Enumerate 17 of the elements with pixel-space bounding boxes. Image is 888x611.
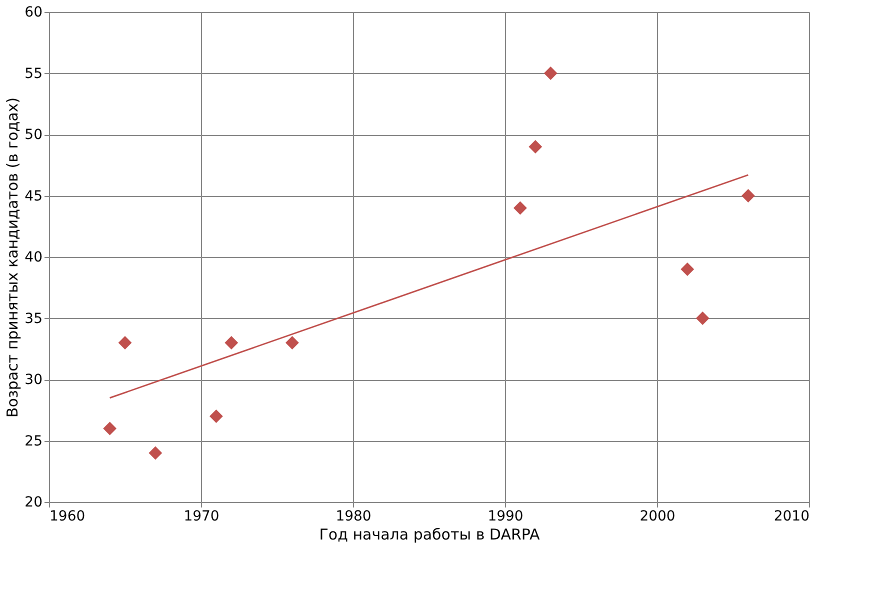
y-tick-label: 60 — [24, 4, 42, 20]
x-tick-label: 2000 — [640, 508, 676, 524]
x-tick-label: 1980 — [336, 508, 372, 524]
y-tick-label: 30 — [24, 372, 42, 388]
y-tick-label: 40 — [24, 250, 42, 266]
y-tick-label: 55 — [24, 66, 42, 82]
y-tick-label: 45 — [24, 188, 42, 204]
x-tick-label: 1990 — [488, 508, 524, 524]
y-tick-label: 50 — [24, 127, 42, 143]
y-tick-label: 25 — [24, 433, 42, 450]
x-tick-label: 1960 — [50, 508, 86, 524]
y-axis-title: Возраст принятых кандидатов (в годах) — [4, 97, 22, 418]
x-tick-label: 1970 — [184, 508, 220, 524]
x-axis-title: Год начала работы в DARPA — [319, 526, 540, 544]
x-tick-label: 2010 — [774, 508, 810, 524]
y-tick-label: 20 — [24, 494, 42, 510]
y-tick-label: 35 — [24, 310, 42, 327]
